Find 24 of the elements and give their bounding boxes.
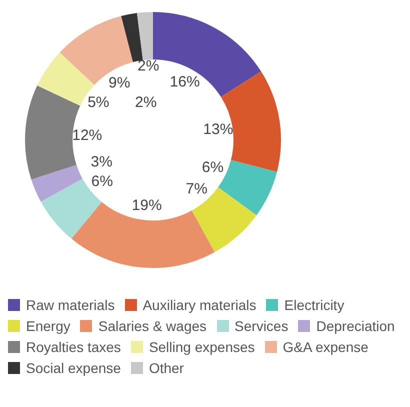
- data-label: 19%: [132, 196, 162, 214]
- data-label: 13%: [203, 120, 234, 138]
- legend-label: Raw materials: [26, 296, 115, 314]
- data-label: 9%: [108, 74, 130, 92]
- data-label: 12%: [72, 126, 102, 144]
- legend-label: Energy: [26, 317, 70, 335]
- data-label: 5%: [88, 94, 110, 112]
- legend-label: Salaries & wages: [98, 317, 207, 335]
- legend-label: Social expense: [26, 359, 121, 377]
- legend-label: Selling expenses: [148, 338, 255, 356]
- legend-label: Auxiliary materials: [142, 296, 256, 314]
- data-label: 2%: [138, 57, 160, 74]
- legend-label: G&A expense: [282, 338, 368, 356]
- data-label: 6%: [91, 173, 113, 190]
- data-label: 2%: [135, 94, 157, 111]
- data-label: 6%: [202, 159, 224, 176]
- data-label: 7%: [186, 180, 208, 198]
- data-label: 16%: [170, 73, 200, 90]
- data-label: 3%: [90, 153, 112, 170]
- legend-label: Royalties taxes: [26, 338, 121, 356]
- legend-label: Other: [148, 359, 184, 377]
- legend-label: Depreciation: [316, 317, 395, 335]
- legend-label: Services: [234, 317, 288, 335]
- legend-label: Electricity: [284, 296, 344, 314]
